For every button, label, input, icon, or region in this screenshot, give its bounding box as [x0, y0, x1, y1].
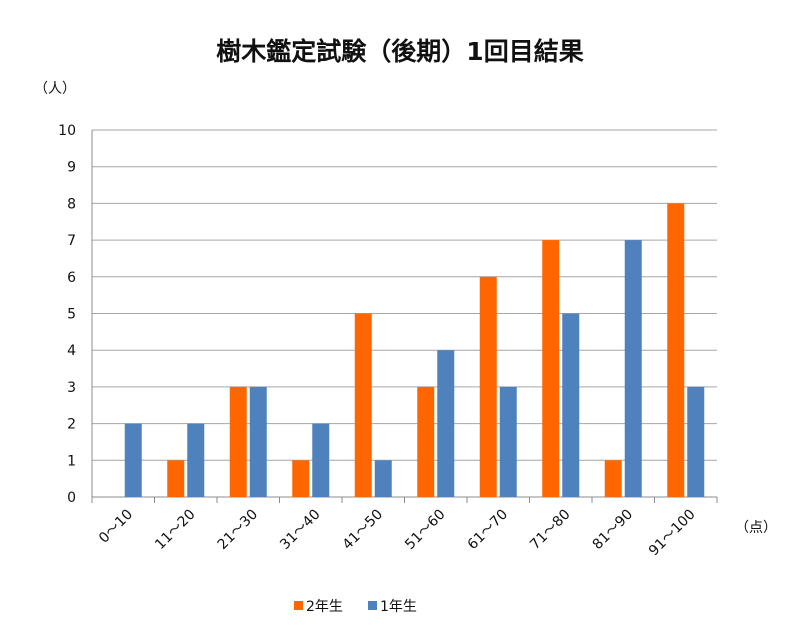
x-tick-label: 31〜40	[277, 507, 323, 553]
bar-1年生-0〜10	[124, 423, 142, 497]
y-tick-label: 5	[67, 307, 76, 323]
bar-1年生-31〜40	[312, 423, 330, 497]
y-tick-label: 9	[67, 160, 76, 176]
x-axis-label: （点）	[735, 520, 777, 536]
legend-label: 2年生	[306, 599, 343, 615]
legend-swatch	[368, 601, 377, 610]
y-tick-label: 7	[67, 233, 76, 249]
y-tick-label: 10	[58, 123, 76, 139]
y-axis-label: （人）	[34, 81, 76, 97]
x-tick-label: 21〜30	[215, 507, 261, 553]
legend-label: 1年生	[380, 599, 417, 615]
x-tick-label: 81〜90	[590, 507, 636, 553]
y-tick-label: 8	[67, 196, 76, 212]
legend-swatch	[294, 601, 303, 610]
bar-2年生-21〜30	[229, 386, 247, 497]
y-tick-label: 6	[67, 270, 76, 286]
chart-title: 樹木鑑定試験（後期）1回目結果	[216, 37, 583, 66]
y-tick-label: 3	[67, 380, 76, 396]
bar-2年生-91〜100	[667, 203, 685, 497]
bar-2年生-61〜70	[479, 276, 497, 497]
y-tick-label: 4	[67, 343, 76, 359]
bar-2年生-31〜40	[292, 460, 310, 497]
x-tick-labels: 0〜10 11〜20 21〜30 31〜40 41〜50 51〜60 61〜70 71〜80 8…	[91, 497, 718, 560]
x-tick-label: 71〜80	[527, 507, 573, 553]
bar-2年生-11〜20	[167, 460, 185, 497]
gridlines	[91, 129, 717, 498]
bar-1年生-11〜20	[187, 423, 205, 497]
bar-1年生-51〜60	[437, 350, 455, 497]
x-tick-label: 11〜20	[152, 507, 198, 553]
bar-2年生-71〜80	[542, 240, 560, 497]
bar-1年生-41〜50	[374, 460, 392, 497]
bar-2年生-81〜90	[604, 460, 622, 497]
y-tick-labels: 0 1 2 3 4 5 6 7 8 9 10	[58, 123, 76, 506]
bar-1年生-81〜90	[624, 240, 642, 497]
x-tick-label: 51〜60	[402, 507, 448, 553]
bar-1年生-61〜70	[499, 386, 517, 497]
legend: 2年生 1年生	[294, 599, 417, 615]
bar-1年生-91〜100	[687, 386, 705, 497]
x-tick-label: 0〜10	[96, 507, 136, 547]
x-tick-label: 41〜50	[340, 507, 386, 553]
bars	[124, 203, 705, 497]
bar-1年生-71〜80	[562, 313, 580, 497]
y-tick-label: 2	[67, 417, 76, 433]
x-tick-label: 61〜70	[465, 507, 511, 553]
bar-2年生-41〜50	[354, 313, 372, 497]
bar-1年生-21〜30	[249, 386, 267, 497]
y-tick-label: 1	[67, 453, 76, 469]
x-tick-label: 91〜100	[646, 507, 699, 560]
bar-2年生-51〜60	[417, 386, 435, 497]
y-tick-label: 0	[67, 490, 76, 506]
